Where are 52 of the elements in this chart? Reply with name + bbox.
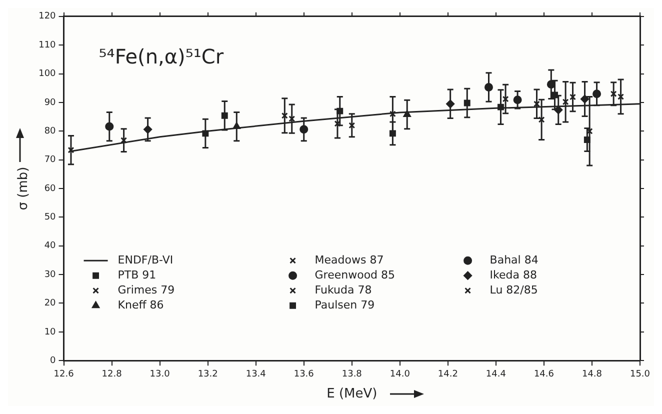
y-tick-label: 60	[44, 184, 56, 194]
x-tick-label: 13.8	[342, 369, 362, 380]
legend-label: Kneff 86	[118, 298, 164, 312]
x-tick-label: 14.2	[438, 369, 458, 380]
point	[348, 122, 356, 129]
y-tick-label: 110	[38, 40, 56, 50]
legend-label: Meadows 87	[314, 253, 384, 266]
x-tick-label: 13.2	[198, 369, 218, 380]
legend-label: Ikeda 88	[490, 268, 537, 282]
y-tick-label: 30	[44, 270, 56, 280]
legend-label: Greenwood 85	[314, 268, 396, 282]
legend-label: Fukuda 78	[314, 283, 372, 296]
text: ⁵⁴Fe(n,α)⁵¹Cr	[98, 44, 224, 69]
point	[120, 137, 128, 144]
x-tick-label: 13.0	[150, 369, 170, 380]
y-tick-label: 40	[44, 241, 56, 252]
y-tick-label: 20	[44, 298, 56, 309]
y-tick-label: 80	[44, 126, 56, 136]
point	[570, 94, 576, 100]
y-tick-label: 120	[38, 12, 56, 22]
y-tick-label: 10	[44, 327, 56, 338]
legend-label: Bahal 84	[490, 253, 538, 266]
x-tick-label: 15.0	[630, 369, 650, 380]
point	[502, 96, 509, 102]
point	[610, 90, 617, 98]
legend-label: Paulsen 79	[314, 298, 375, 312]
point	[618, 93, 624, 100]
y-tick-label: 70	[44, 155, 56, 166]
y-tick-label: 0	[50, 356, 56, 366]
legend-label: Grimes 79	[118, 283, 175, 296]
legend-label: ENDF/B-VI	[118, 253, 174, 266]
x-tick-label: 14.8	[582, 369, 602, 380]
point	[334, 120, 341, 127]
legend-label: Lu 82/85	[490, 283, 538, 296]
x-tick-label: 13.4	[246, 369, 266, 380]
y-tick-label: 90	[44, 98, 56, 108]
legend-label: PTB 91	[118, 268, 156, 282]
x-tick-label: 12.8	[102, 369, 122, 380]
point	[288, 116, 296, 122]
point	[534, 100, 540, 108]
x-axis-title: E (MeV)	[326, 386, 378, 402]
y-tick-label: 100	[38, 69, 56, 80]
x-tick-label: 13.6	[294, 369, 314, 380]
point	[281, 112, 288, 119]
y-tick-label: 50	[44, 212, 56, 223]
x-tick-label: 14.4	[486, 369, 506, 380]
point	[389, 110, 396, 118]
point	[562, 98, 569, 106]
x-tick-label: 12.6	[54, 369, 74, 380]
x-tick-label: 14.0	[390, 369, 410, 380]
x-tick-label: 14.6	[534, 369, 554, 380]
y-axis-title: σ (mb)	[16, 166, 32, 210]
